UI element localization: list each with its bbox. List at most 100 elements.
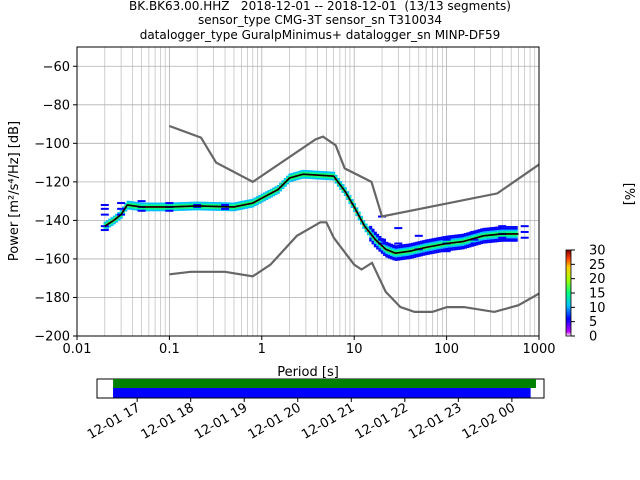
histogram-cell xyxy=(290,178,294,180)
histogram-cell xyxy=(512,227,516,230)
series-lines xyxy=(104,124,539,314)
histogram-cell xyxy=(221,209,225,211)
histogram-cell xyxy=(373,242,377,244)
histogram-cell xyxy=(253,202,257,205)
histogram-cell xyxy=(491,232,495,234)
histogram-cell xyxy=(507,227,511,230)
histogram-cell xyxy=(126,205,130,208)
histogram-cell xyxy=(417,246,421,249)
histogram-cell xyxy=(237,203,241,206)
histogram-cell xyxy=(258,200,262,202)
histogram-cell xyxy=(512,226,516,228)
histogram-cell xyxy=(355,209,359,211)
histogram-cell xyxy=(179,207,183,210)
histogram-cell xyxy=(186,201,190,204)
histogram-cell xyxy=(214,202,218,204)
histogram-cell xyxy=(172,209,176,212)
histogram-cell xyxy=(177,209,181,211)
histogram-cell xyxy=(122,211,126,214)
histogram-cell xyxy=(320,176,324,179)
histogram-cell xyxy=(433,246,437,249)
histogram-cell xyxy=(131,208,135,211)
histogram-cell xyxy=(152,202,156,205)
histogram-cell xyxy=(480,242,484,245)
histogram-cell xyxy=(373,245,377,248)
histogram-cell xyxy=(281,180,285,183)
histogram-cell xyxy=(200,201,204,204)
histogram-cell xyxy=(216,202,220,204)
histogram-cell xyxy=(403,252,407,255)
histogram-cell xyxy=(202,206,206,209)
histogram-cell xyxy=(496,231,500,234)
histogram-cell xyxy=(403,257,407,260)
histogram-cell xyxy=(124,208,128,210)
histogram-cell xyxy=(420,252,424,255)
histogram-cell xyxy=(232,204,236,206)
histogram-cell xyxy=(332,173,336,176)
histogram-cell xyxy=(221,203,230,206)
histogram-cell xyxy=(262,192,266,195)
histogram-cell xyxy=(376,235,380,238)
histogram-cell xyxy=(443,241,447,244)
histogram-cell xyxy=(401,247,405,250)
histogram-cell xyxy=(413,256,417,258)
histogram-cell xyxy=(403,243,407,246)
histogram-cell xyxy=(295,173,299,176)
histogram-cell xyxy=(378,244,382,247)
histogram-cell xyxy=(219,209,223,211)
histogram-cell xyxy=(383,254,387,256)
histogram-cell xyxy=(108,218,112,221)
histogram-cell xyxy=(399,248,403,250)
histogram-cell xyxy=(318,176,322,178)
histogram-cell xyxy=(140,207,144,210)
histogram-cell xyxy=(105,220,109,222)
histogram-cell xyxy=(249,206,253,208)
histogram-cell xyxy=(429,252,433,255)
histogram-cell xyxy=(135,201,139,204)
histogram-cell xyxy=(230,207,234,210)
histogram-cell xyxy=(408,255,412,258)
histogram-cell xyxy=(503,234,507,237)
histogram-cell xyxy=(320,177,324,180)
histogram-cell xyxy=(177,202,181,205)
histogram-cell xyxy=(145,202,149,205)
colorbar-gradient xyxy=(565,249,572,337)
histogram-cell xyxy=(477,243,481,245)
histogram-cell xyxy=(447,245,451,248)
histogram-cell xyxy=(477,237,481,240)
histogram-cell xyxy=(329,176,333,179)
histogram-cell xyxy=(484,227,488,230)
histogram-cell xyxy=(329,173,333,176)
histogram-cell xyxy=(438,240,442,243)
histogram-cell xyxy=(311,170,315,173)
histogram-cell xyxy=(489,239,493,242)
histogram-cell xyxy=(510,231,514,234)
histogram-cell xyxy=(514,239,518,242)
histogram-cell xyxy=(505,229,509,232)
histogram-cell xyxy=(466,237,470,240)
histogram-cell xyxy=(387,244,391,247)
histogram-cell xyxy=(316,172,320,175)
histogram-cell xyxy=(410,246,414,249)
histogram-cell xyxy=(119,211,123,214)
histogram-cell xyxy=(327,173,331,175)
histogram-cell xyxy=(383,243,387,246)
histogram-cell xyxy=(124,202,128,205)
histogram-cell xyxy=(364,225,368,228)
histogram-cell xyxy=(286,177,290,180)
histogram-cell xyxy=(163,202,167,205)
histogram-cell xyxy=(498,238,502,241)
histogram-cell xyxy=(369,225,373,228)
histogram-cell xyxy=(359,222,363,225)
histogram-cell xyxy=(429,247,433,250)
histogram-cell xyxy=(313,170,317,173)
histogram-cell xyxy=(424,253,428,256)
histogram-cell xyxy=(426,247,430,250)
histogram-cell xyxy=(454,243,458,246)
histogram-cell xyxy=(249,204,253,207)
histogram-cell xyxy=(487,239,491,242)
histogram-cell xyxy=(399,249,403,252)
histogram-cell xyxy=(436,251,440,254)
histogram-cell xyxy=(507,236,511,239)
histogram-cell xyxy=(473,232,477,234)
